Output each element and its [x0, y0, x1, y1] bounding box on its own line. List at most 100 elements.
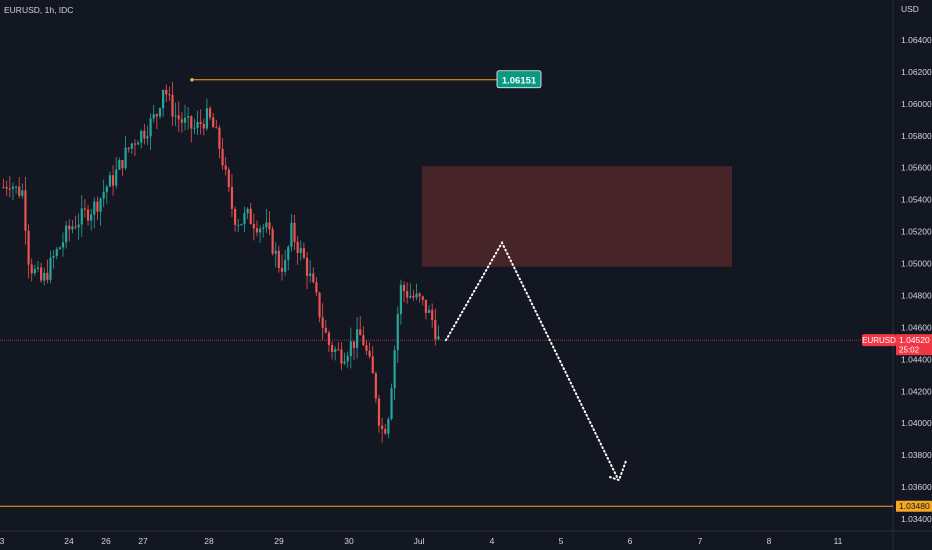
candle-body [243, 213, 246, 225]
candle-body [90, 214, 93, 221]
time-tick-label: 29 [274, 536, 284, 546]
candle-body [146, 136, 149, 139]
candle-body [421, 296, 424, 300]
candle-body [280, 267, 284, 272]
candle-body [115, 169, 118, 186]
candle-body [80, 208, 83, 225]
candle-body [133, 143, 137, 145]
candle-body [43, 272, 46, 281]
candle-body [277, 250, 280, 268]
candle-body [437, 336, 440, 340]
candle-body [193, 127, 196, 129]
candle-body [374, 373, 377, 399]
candle-body [111, 175, 115, 186]
candle-body [199, 121, 202, 124]
candle-body [427, 309, 431, 313]
candle-body [52, 256, 55, 258]
candle-body [240, 224, 243, 226]
projection-path[interactable] [445, 240, 619, 481]
candle-body [127, 147, 130, 149]
price-tick-label: 1.04800 [901, 290, 932, 300]
candle-body [155, 114, 158, 117]
candle-body [49, 257, 52, 280]
time-tick-label: Jul [414, 536, 425, 546]
candle-body [162, 89, 165, 109]
time-tick-label: 24 [64, 536, 74, 546]
candle-body [168, 94, 171, 96]
price-tick-label: 1.06000 [901, 99, 932, 109]
candle-body [180, 119, 183, 123]
time-tick-label: 3 [0, 536, 5, 546]
candle-body [315, 282, 318, 293]
candle-body [65, 225, 68, 243]
price-tick-label: 1.03400 [901, 514, 932, 524]
candle-body [409, 295, 412, 298]
candle-body [5, 187, 8, 189]
candle-body [381, 425, 384, 430]
current-symbol-badge: EURUSD [862, 334, 896, 347]
candle-body [158, 108, 162, 117]
candle-body [143, 130, 146, 139]
price-axis-ticks: 1.06400 1.06200 1.06000 1.05800 1.05600 1.054… [901, 35, 932, 524]
candle-body [434, 319, 437, 340]
candle-body [284, 260, 287, 272]
candle-body [55, 249, 58, 257]
candlestick-series [2, 81, 440, 443]
bar-countdown-label: 25:02 [899, 346, 920, 355]
candle-body [262, 227, 265, 229]
candle-body [68, 225, 71, 230]
candle-body [108, 175, 112, 187]
price-tick-label: 1.04600 [901, 322, 932, 332]
candle-body [384, 429, 387, 434]
current-price-label: 1.04520 [899, 335, 930, 345]
resistance-zone[interactable] [422, 166, 732, 267]
candle-body [8, 188, 11, 190]
candle-body [343, 361, 346, 364]
candle-body [312, 273, 315, 283]
currency-label: USD [901, 4, 919, 14]
candle-body [246, 208, 249, 214]
candle-body [215, 127, 218, 129]
candle-body [406, 291, 409, 298]
candle-body [390, 388, 393, 419]
candle-body [152, 114, 155, 119]
price-tick-label: 1.06400 [901, 35, 932, 45]
candle-body [309, 273, 312, 276]
high-price-label: 1.06151 [502, 75, 537, 86]
candle-body [227, 169, 230, 187]
candle-body [93, 201, 96, 215]
candle-body [71, 226, 74, 230]
candle-body [136, 142, 140, 145]
candle-body [140, 130, 143, 143]
candle-body [330, 344, 334, 352]
candle-body [259, 228, 262, 233]
support-price-label: 1.03480 [899, 501, 930, 511]
candle-body [77, 224, 80, 228]
candle-body [387, 418, 390, 434]
candle-body [359, 329, 362, 336]
candle-body [190, 116, 193, 129]
candle-body [149, 118, 152, 137]
candle-body [399, 284, 402, 315]
candle-body [402, 284, 406, 292]
time-tick-label: 8 [767, 536, 772, 546]
candle-body [318, 292, 321, 318]
candle-body [58, 247, 61, 250]
candle-body [287, 246, 290, 261]
price-tick-label: 1.05600 [901, 163, 932, 173]
candle-body [274, 250, 277, 254]
candle-body [2, 186, 5, 188]
candle-body [196, 121, 199, 128]
candle-body [233, 208, 237, 225]
price-tick-label: 1.04200 [901, 386, 932, 396]
candle-body [174, 115, 177, 117]
candle-body [171, 94, 174, 117]
candle-body [187, 116, 190, 118]
candle-body [46, 272, 49, 280]
candle-body [96, 201, 99, 212]
candle-body [21, 190, 24, 196]
time-tick-label: 5 [559, 536, 564, 546]
candle-body [99, 198, 102, 212]
price-tick-label: 1.05000 [901, 259, 932, 269]
